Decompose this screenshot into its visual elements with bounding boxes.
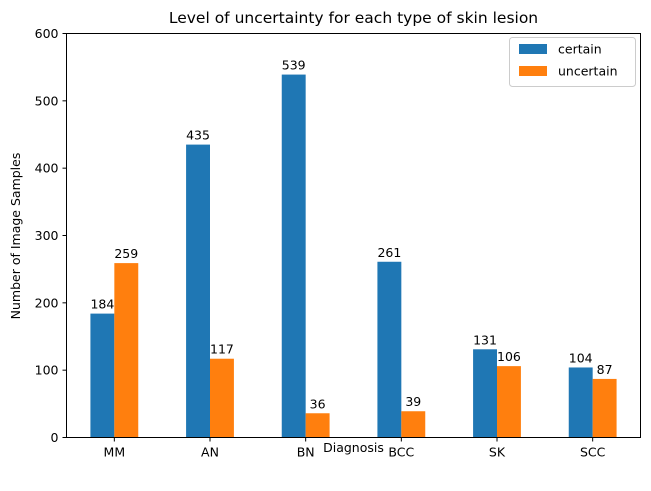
bar-certain-an [186,144,210,438]
y-tick-label-600: 600 [35,26,59,41]
bar-certain-mm [90,313,115,438]
bar-certain-bcc [377,261,402,438]
data-label-uncertain-mm: 259 [114,246,138,261]
x-tick-label-scc: SCC [580,445,606,460]
chart-title: Level of uncertainty for each type of sk… [169,9,538,27]
data-label-uncertain-sk: 106 [497,349,521,364]
data-label-certain-bn: 539 [282,58,306,73]
legend-swatch-uncertain [519,66,547,76]
bar-uncertain-sk [497,366,521,438]
bar-certain-bn [281,74,306,438]
bar-uncertain-bn [305,413,330,438]
legend-swatch-certain [519,44,547,54]
bar-certain-sk [473,349,497,438]
x-tick-label-bn: BN [297,445,315,460]
data-label-certain-mm: 184 [90,297,114,312]
data-label-certain-an: 435 [186,128,210,143]
bar-uncertain-bcc [401,411,426,438]
data-label-uncertain-bcc: 39 [405,394,421,409]
y-tick-label-300: 300 [35,228,59,243]
data-label-uncertain-scc: 87 [597,362,613,377]
bar-certain-scc [568,367,593,438]
plot-frame [66,33,641,438]
y-tick-label-200: 200 [35,295,59,310]
legend-label-uncertain: uncertain [558,64,618,79]
data-label-uncertain-an: 117 [210,342,234,357]
bars-group [90,74,617,438]
data-label-certain-sk: 131 [473,332,497,347]
y-tick-label-500: 500 [35,93,59,108]
x-tick-label-mm: MM [104,445,126,460]
legend-label-certain: certain [558,42,602,57]
y-tick-label-400: 400 [35,161,59,176]
data-label-certain-scc: 104 [569,350,593,365]
y-tick-label-100: 100 [35,363,59,378]
x-tick-label-sk: SK [489,445,506,460]
y-tick-label-0: 0 [51,430,59,445]
legend: certain uncertain [509,37,636,87]
bar-uncertain-mm [114,263,139,438]
x-axis-ticks: MM AN BN BCC SK SCC [104,437,606,460]
data-label-uncertain-bn: 36 [310,396,326,411]
y-axis-label: Number of Image Samples [8,153,23,320]
x-tick-label-bcc: BCC [388,445,414,460]
x-tick-label-an: AN [201,445,219,460]
y-axis-ticks: 0 100 200 300 400 500 600 [35,26,67,445]
bar-uncertain-scc [592,378,617,438]
x-axis-label: Diagnosis [323,440,384,455]
data-label-certain-bcc: 261 [377,245,401,260]
bar-uncertain-an [210,358,234,438]
